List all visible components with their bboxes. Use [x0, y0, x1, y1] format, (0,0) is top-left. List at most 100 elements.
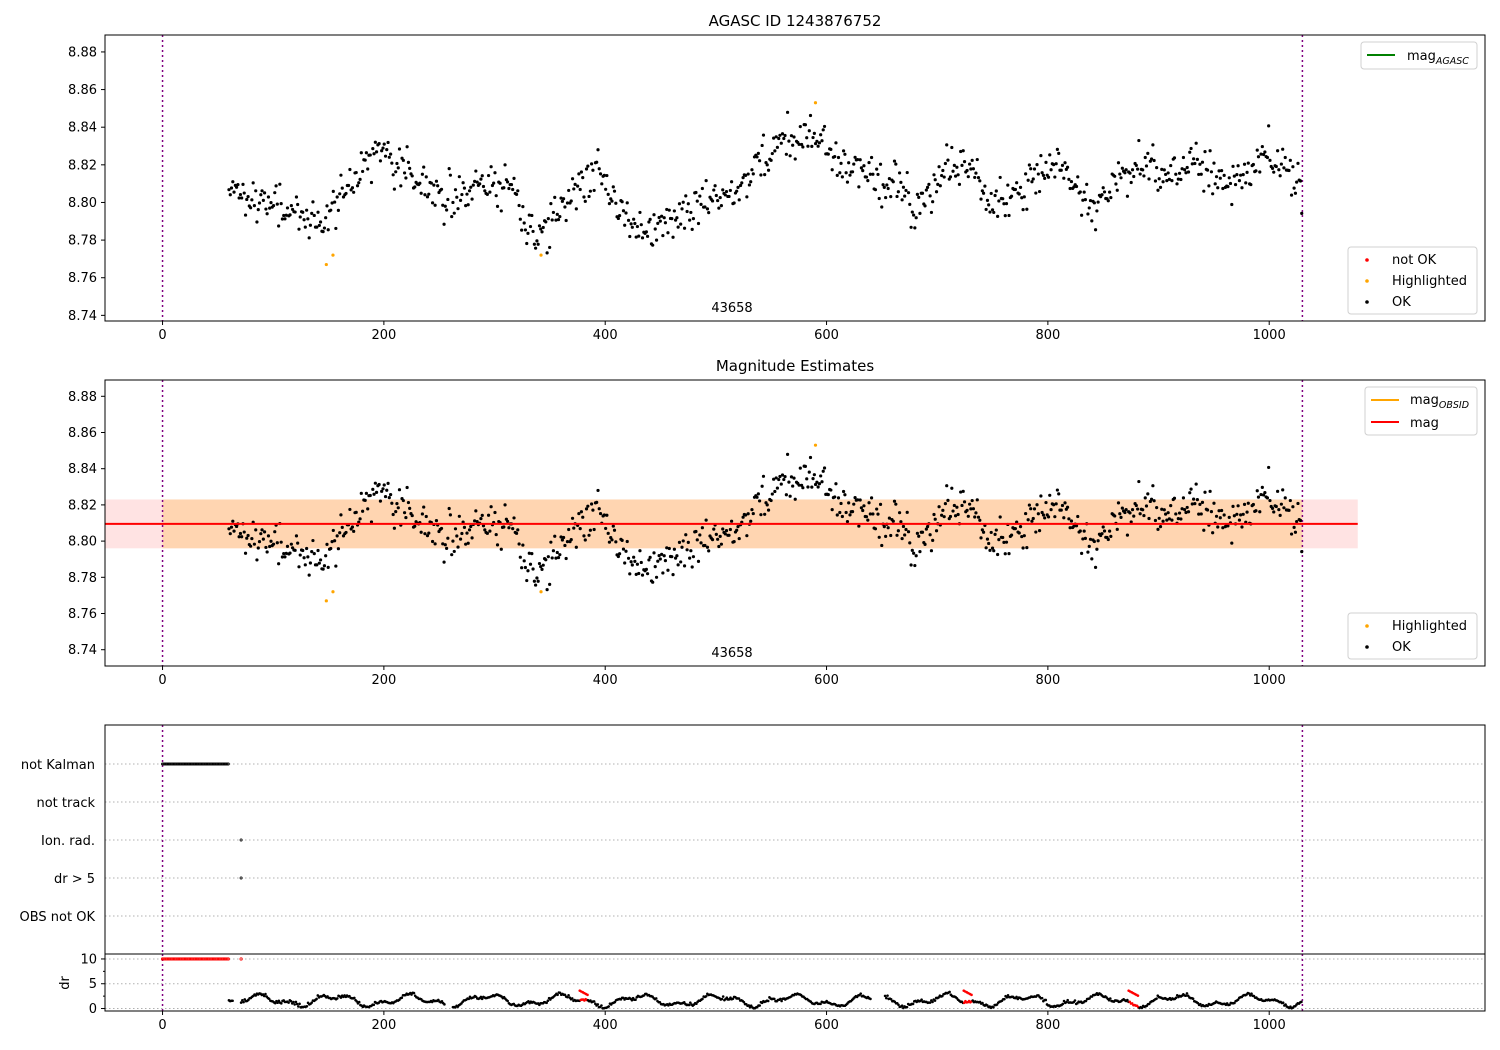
- magnitude-point-ok: [335, 534, 339, 538]
- magnitude-point-ok: [1277, 508, 1281, 512]
- agasc-point-ok: [945, 143, 949, 147]
- legend-ok-label: OK: [1392, 295, 1411, 310]
- agasc-point-ok: [1118, 172, 1122, 176]
- magnitude-point-ok: [1024, 511, 1028, 516]
- agasc-point-ok: [815, 139, 819, 143]
- agasc-point-ok: [396, 166, 400, 170]
- agasc-point-ok: [266, 195, 271, 199]
- magnitude-point-ok: [732, 540, 736, 544]
- magnitude-point-ok: [422, 505, 426, 509]
- agasc-point-ok: [1024, 172, 1028, 176]
- agasc-point-ok: [914, 216, 918, 220]
- agasc-point-ok: [867, 160, 871, 165]
- magnitude-point-ok: [1265, 496, 1270, 500]
- dr-point: [1005, 996, 1009, 999]
- legend-mag-obsid-sub: OBSID: [1439, 400, 1469, 411]
- magnitude-point-ok: [672, 547, 676, 551]
- magnitude-point-ok: [676, 563, 680, 567]
- agasc-legend-top: magAGASC: [1360, 41, 1478, 70]
- magnitude-point-ok: [689, 549, 693, 553]
- agasc-point-ok: [891, 180, 895, 184]
- agasc-point-ok: [628, 234, 632, 239]
- agasc-point-ok: [530, 213, 534, 218]
- magnitude-point-ok: [763, 512, 767, 516]
- magnitude-point-ok: [352, 529, 356, 533]
- magnitude-point-ok: [675, 554, 679, 558]
- agasc-point-ok: [899, 180, 903, 184]
- agasc-point-ok: [1274, 164, 1278, 169]
- magnitude-point-ok: [252, 542, 256, 546]
- magnitude-point-ok: [928, 533, 932, 537]
- agasc-point-ok: [406, 160, 411, 164]
- magnitude-point-ok: [985, 537, 990, 541]
- agasc-legend-bottom: not OK Highlighted OK: [1347, 246, 1478, 315]
- magnitude-point-ok: [868, 512, 872, 516]
- magnitude-point-ok: [527, 551, 531, 555]
- magnitude-point-ok: [381, 487, 385, 491]
- magnitude-point-ok: [1177, 511, 1182, 515]
- agasc-point-ok: [540, 230, 544, 234]
- agasc-point-ok: [751, 172, 755, 176]
- magnitude-point-ok: [997, 538, 1001, 542]
- agasc-point-ok: [886, 186, 890, 191]
- magnitude-point-ok: [773, 489, 777, 494]
- agasc-point-ok: [1113, 174, 1117, 178]
- magnitude-point-ok: [259, 532, 263, 536]
- agasc-point-ok: [433, 203, 437, 207]
- magnitude-point-ok: [1043, 516, 1047, 520]
- agasc-point-ok: [1138, 172, 1142, 176]
- dr-point: [241, 998, 244, 1002]
- magnitude-point-ok: [391, 512, 395, 517]
- agasc-point-ok: [1180, 167, 1184, 171]
- magnitude-point-ok: [1298, 518, 1303, 523]
- agasc-point-ok: [651, 243, 655, 247]
- magnitude-point-ok: [772, 477, 776, 481]
- magnitude-point-ok: [427, 531, 431, 535]
- magnitude-point-ok: [737, 536, 741, 541]
- agasc-point-ok: [686, 202, 690, 206]
- dr-point: [1247, 992, 1251, 995]
- legend2-highlighted-label: Highlighted: [1392, 619, 1467, 634]
- magnitude-point-ok: [1152, 499, 1156, 503]
- dr-point: [1084, 999, 1088, 1003]
- magnitude-point-ok: [461, 520, 465, 524]
- magnitude-point-ok: [469, 524, 473, 529]
- agasc-point-ok: [948, 175, 953, 179]
- magnitude-point-ok: [805, 477, 809, 481]
- agasc-point-ok: [884, 195, 888, 200]
- agasc-point-ok: [1292, 186, 1296, 190]
- agasc-point-ok: [938, 184, 942, 188]
- dr-point: [940, 994, 944, 998]
- agasc-point-ok: [308, 223, 312, 227]
- agasc-point-ok: [912, 213, 916, 217]
- agasc-point-ok: [810, 144, 814, 148]
- agasc-point-ok: [261, 198, 265, 202]
- agasc-point-ok: [665, 207, 669, 212]
- agasc-point-ok: [838, 171, 842, 175]
- magnitude-point-ok: [826, 492, 830, 497]
- magnitude-point-ok: [322, 564, 327, 568]
- magnitude-point-ok: [960, 503, 964, 508]
- agasc-point-ok: [973, 175, 977, 180]
- magnitude-point-ok: [727, 533, 731, 537]
- agasc-point-ok: [1189, 146, 1193, 151]
- magnitude-point-ok: [377, 482, 381, 487]
- agasc-point-ok: [489, 165, 493, 169]
- agasc-point-ok: [755, 155, 759, 159]
- agasc-point-ok: [1278, 174, 1282, 178]
- agasc-point-ok: [402, 171, 407, 175]
- dr-point: [1250, 992, 1253, 995]
- dr-point: [981, 1001, 984, 1005]
- magnitude-point-ok: [1086, 550, 1090, 554]
- agasc-point-ok: [1261, 152, 1266, 157]
- dr-ytick-label: 5: [89, 977, 97, 992]
- magnitude-point-ok: [572, 526, 576, 530]
- agasc-point-ok: [1240, 186, 1244, 190]
- agasc-point-ok: [630, 225, 634, 229]
- magnitude-point-ok: [680, 545, 684, 549]
- magnitude-point-ok: [1087, 544, 1091, 548]
- agasc-point-ok: [957, 182, 962, 186]
- dr-point: [889, 998, 893, 1001]
- magnitude-point-ok: [867, 501, 871, 505]
- magnitude-point-ok: [494, 532, 498, 537]
